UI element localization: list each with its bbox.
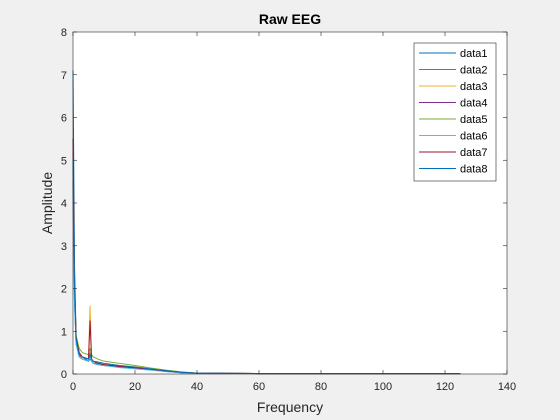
legend-label-data7: data7 (460, 147, 488, 159)
series-layer (72, 70, 461, 375)
y-tick-label: 1 (61, 326, 67, 338)
y-tick-label: 5 (61, 155, 67, 167)
legend-label-data6: data6 (460, 131, 488, 143)
y-tick-label: 7 (61, 70, 67, 82)
y-axis-label: Amplitude (39, 172, 55, 234)
chart-title: Raw EEG (259, 11, 321, 27)
legend-label-data3: data3 (460, 81, 488, 93)
y-tick-label: 8 (61, 27, 67, 39)
x-tick-label: 20 (129, 381, 141, 393)
x-tick-label: 140 (498, 381, 516, 393)
y-tick-label: 3 (61, 241, 67, 253)
x-tick-label: 100 (374, 381, 392, 393)
y-tick-label: 4 (61, 198, 67, 210)
y-tick-label: 6 (61, 113, 67, 125)
legend-label-data1: data1 (460, 48, 488, 60)
legend-box (413, 42, 497, 182)
legend-label-data8: data8 (460, 164, 488, 176)
legend-label-data5: data5 (460, 114, 488, 126)
x-tick-label: 0 (70, 381, 76, 393)
axes-layer: 0 20 40 60 80 100 120 140 0 1 2 3 4 5 6 7 8 (61, 27, 516, 393)
legend-label-data2: data2 (460, 65, 488, 77)
x-tick-label: 60 (253, 381, 265, 393)
x-tick-label: 40 (191, 381, 203, 393)
x-tick-label: 120 (436, 381, 454, 393)
y-tick-label: 2 (61, 284, 67, 296)
series-line-data8 (72, 160, 461, 375)
x-axis-label: Frequency (257, 399, 323, 415)
legend-label-data4: data4 (460, 98, 488, 110)
legend[interactable]: data1 data2 data3 data4 data5 data6 data7 data8 (413, 42, 497, 182)
y-tick-label: 0 (61, 369, 67, 381)
x-tick-label: 80 (315, 381, 327, 393)
